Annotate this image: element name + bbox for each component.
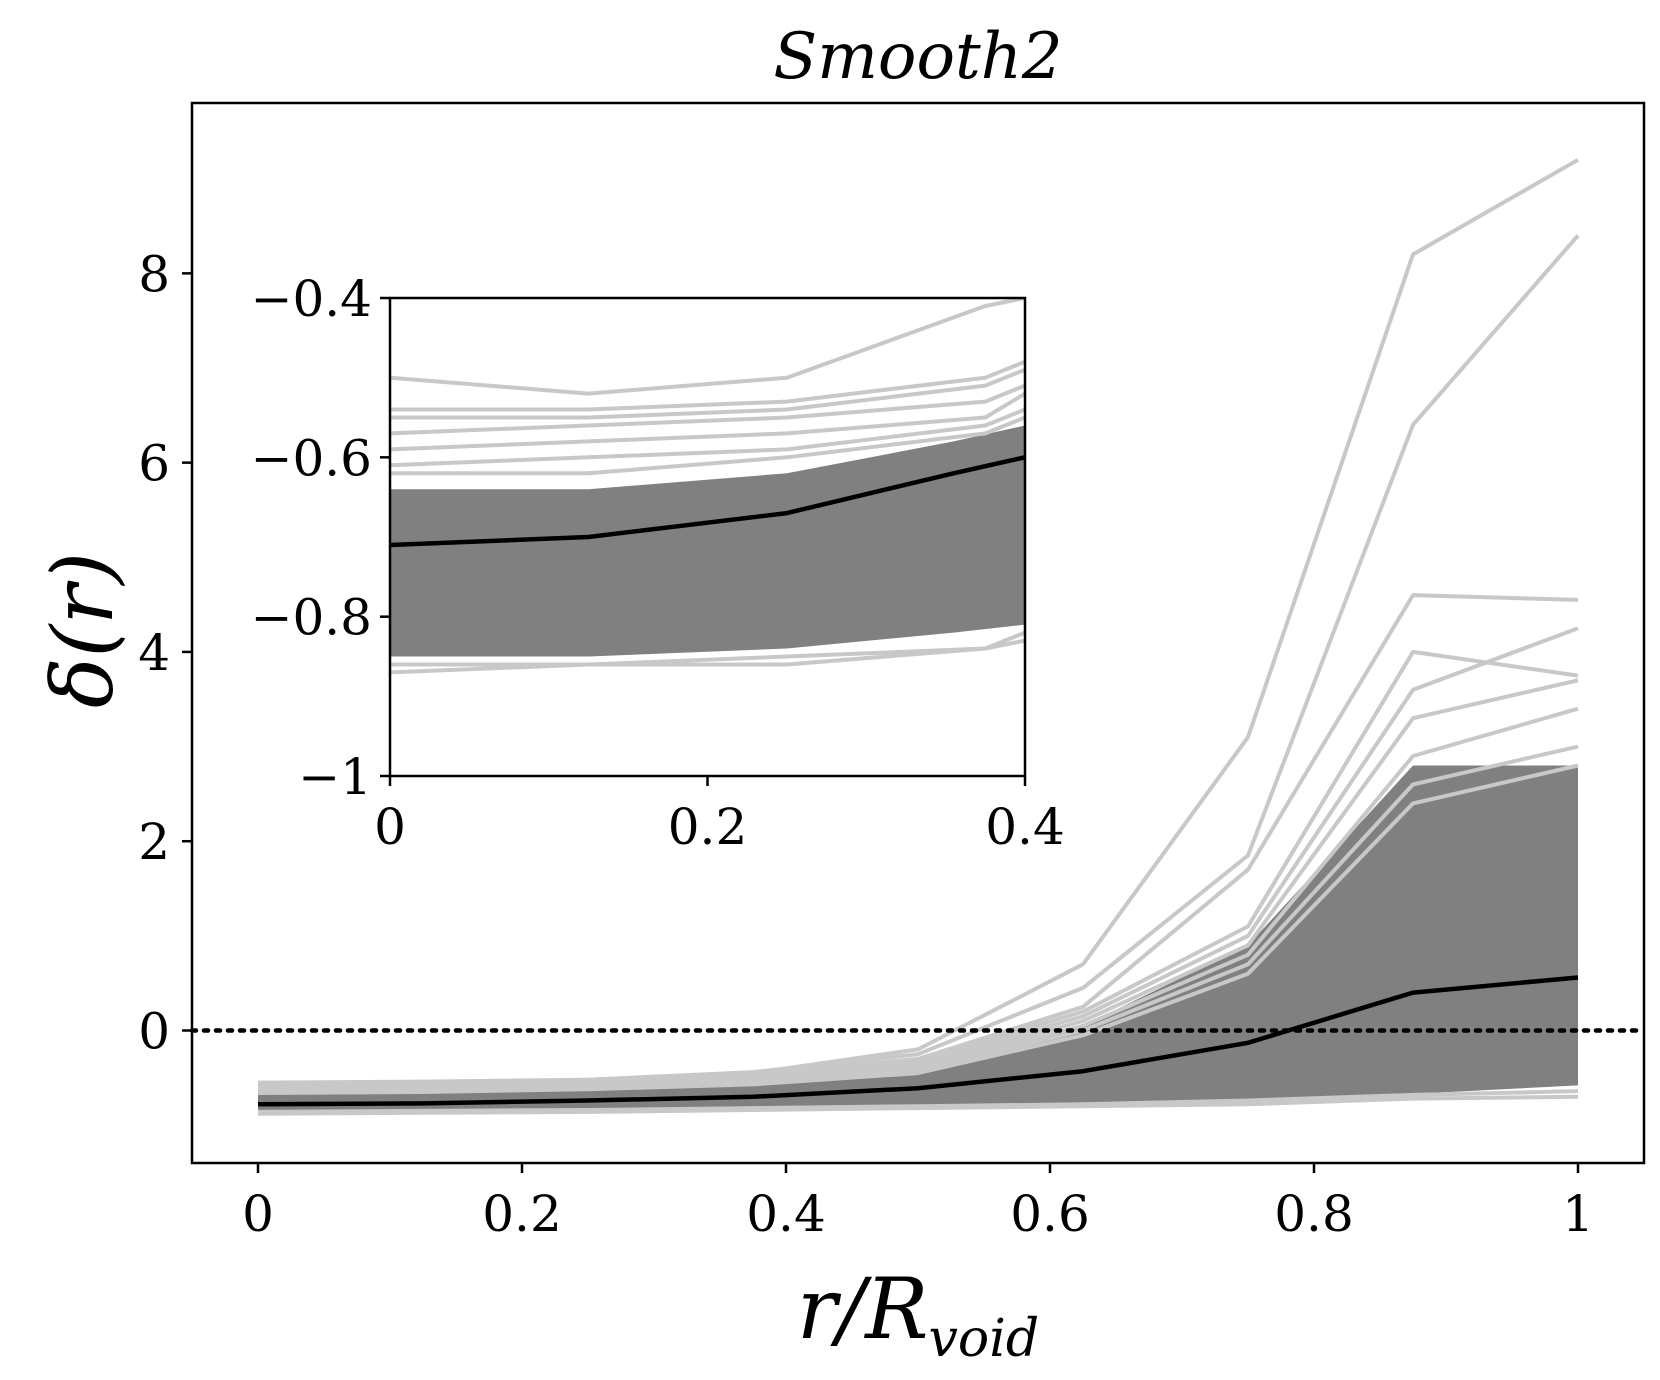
inset-profile-line-7 bbox=[390, 630, 1025, 667]
y-axis-label: δ(r) bbox=[34, 552, 132, 708]
x-tick-label: 0.2 bbox=[482, 1185, 562, 1243]
inset-y-axis: −1 −0.8 −0.6 −0.4 bbox=[251, 270, 390, 806]
inset-y-tick-label: −0.4 bbox=[251, 270, 372, 328]
main-y-axis: 0 2 4 6 8 bbox=[138, 245, 192, 1061]
y-tick-label: 8 bbox=[138, 245, 170, 303]
x-tick-label: 0 bbox=[242, 1185, 274, 1243]
x-axis-label-subscript: void bbox=[929, 1309, 1040, 1369]
inset-profile-line-2 bbox=[390, 367, 1025, 420]
main-plot-frame bbox=[190, 101, 1646, 1165]
inset-profile-line-4 bbox=[390, 391, 1025, 452]
y-tick-label: 6 bbox=[138, 435, 170, 493]
x-tick-label: 1 bbox=[1562, 1185, 1594, 1243]
inset-y-tick-label: −0.6 bbox=[251, 429, 372, 487]
inset-profile-line-0 bbox=[390, 298, 1025, 396]
x-tick-label: 0.8 bbox=[1274, 1185, 1354, 1243]
inset-x-axis: 0 0.2 0.4 bbox=[374, 776, 1065, 856]
inset-profile-line-3 bbox=[390, 383, 1025, 436]
y-tick-label: 4 bbox=[138, 624, 170, 682]
y-tick-label: 2 bbox=[138, 813, 170, 871]
inset-x-tick-label: 0.2 bbox=[668, 798, 748, 856]
main-plot-area bbox=[189, 158, 1647, 1116]
inset-profile-line-8 bbox=[390, 638, 1025, 675]
inset-profile-line-6 bbox=[390, 415, 1025, 476]
inset-spread-band bbox=[390, 425, 1025, 657]
y-tick-label: 0 bbox=[138, 1003, 170, 1061]
chart-title: Smooth2 bbox=[773, 20, 1062, 94]
x-tick-label: 0.4 bbox=[746, 1185, 826, 1243]
spread-band bbox=[258, 765, 1578, 1113]
inset-plot: 0 0.2 0.4 −1 −0.8 −0.6 −0.4 bbox=[251, 270, 1065, 856]
inset-y-tick-label: −1 bbox=[298, 748, 372, 806]
x-axis-label-main: r/R bbox=[797, 1260, 929, 1358]
main-x-axis: 0 0.2 0.4 0.6 0.8 1 bbox=[242, 1163, 1594, 1243]
inset-x-tick-label: 0 bbox=[374, 798, 406, 856]
individual-profile-line-11 bbox=[257, 1089, 1579, 1114]
mean-profile-line bbox=[257, 975, 1579, 1107]
x-axis-label: r/Rvoid bbox=[797, 1260, 1039, 1369]
inset-x-tick-label: 0.4 bbox=[985, 798, 1065, 856]
inset-profile-line-1 bbox=[390, 359, 1025, 412]
x-tick-label: 0.6 bbox=[1010, 1185, 1090, 1243]
inset-mean-profile-line bbox=[390, 455, 1025, 548]
individual-profile-line-9 bbox=[257, 763, 1579, 1095]
inset-y-tick-label: −0.8 bbox=[251, 589, 372, 647]
inset-profile-line-5 bbox=[390, 407, 1025, 468]
inset-plot-area bbox=[390, 298, 1025, 675]
